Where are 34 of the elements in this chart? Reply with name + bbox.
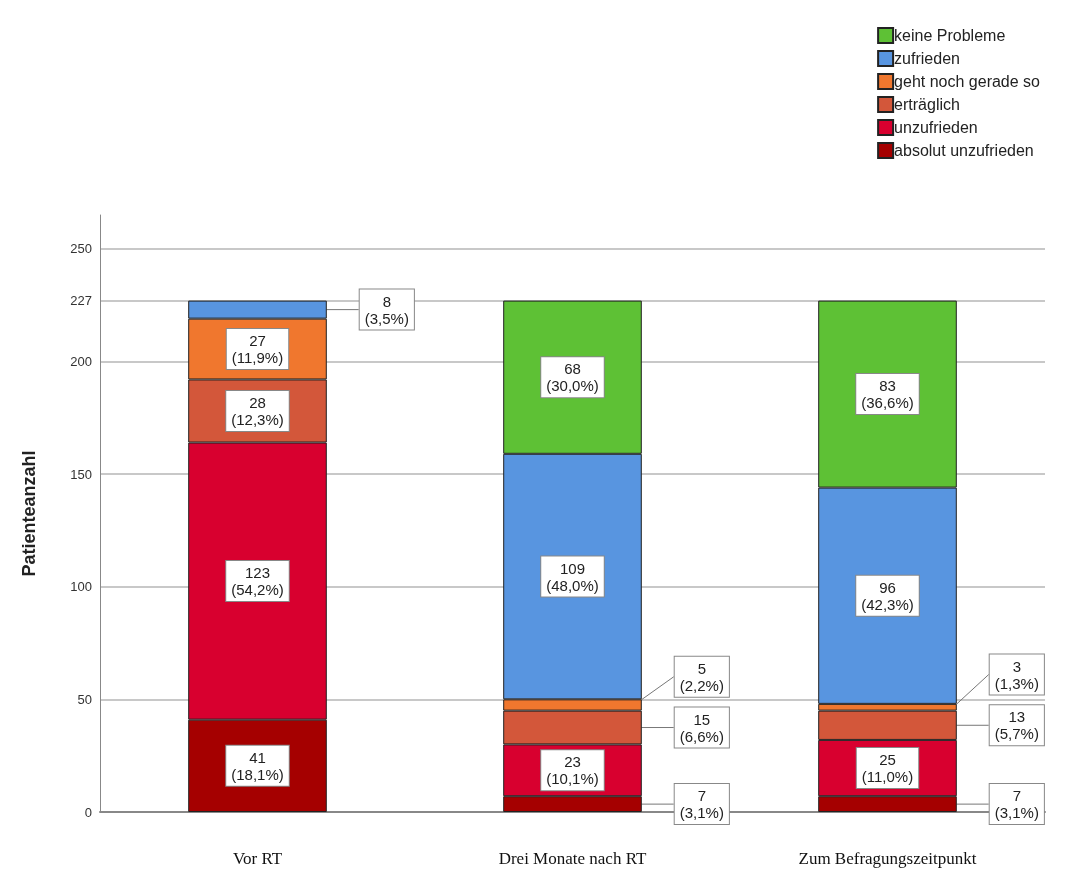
data-label: 27 (11,9%) <box>231 332 284 367</box>
y-tick-label: 227 <box>70 293 92 309</box>
y-tick-label: 50 <box>77 691 92 707</box>
legend-label: absolut unzufrieden <box>894 142 1034 159</box>
data-label: 15 (6,6%) <box>679 710 724 745</box>
legend-label: erträglich <box>894 96 960 113</box>
data-label: 109 (48,0%) <box>546 559 599 594</box>
y-axis-title: Patienteanzahl <box>19 450 39 577</box>
y-tick-label: 100 <box>70 579 92 595</box>
x-tick-label: Drei Monate nach RT <box>498 849 647 868</box>
legend-label: zufrieden <box>894 50 960 67</box>
y-tick-label: 0 <box>84 804 92 820</box>
data-label: 7 (3,1%) <box>679 787 724 822</box>
data-label: 7 (3,1%) <box>994 787 1039 822</box>
data-label: 68 (30,0%) <box>546 360 599 395</box>
legend-label: geht noch gerade so <box>894 73 1041 90</box>
data-label: 96 (42,3%) <box>861 578 914 613</box>
data-label: 5 (2,2%) <box>679 659 724 694</box>
data-label: 28 (12,3%) <box>231 394 284 428</box>
y-tick-label: 250 <box>70 241 92 257</box>
data-label: 83 (36,6%) <box>861 377 914 412</box>
data-label: 8 (3,5%) <box>364 292 409 327</box>
data-label: 23 (10,1%) <box>546 753 599 788</box>
data-label: 25 (11,0%) <box>861 751 914 786</box>
x-tick-label: Vor RT <box>232 849 283 868</box>
legend-label: keine Probleme <box>894 27 1006 44</box>
data-label: 41 (18,1%) <box>231 748 284 783</box>
y-tick-label: 150 <box>70 466 92 482</box>
data-label: 13 (5,7%) <box>994 708 1039 743</box>
y-tick-label: 200 <box>70 353 92 369</box>
x-tick-label: Zum Befragungszeitpunkt <box>798 849 977 868</box>
data-label: 3 (1,3%) <box>994 657 1039 692</box>
legend-label: unzufrieden <box>894 119 978 136</box>
data-label: 123 (54,2%) <box>231 564 284 599</box>
